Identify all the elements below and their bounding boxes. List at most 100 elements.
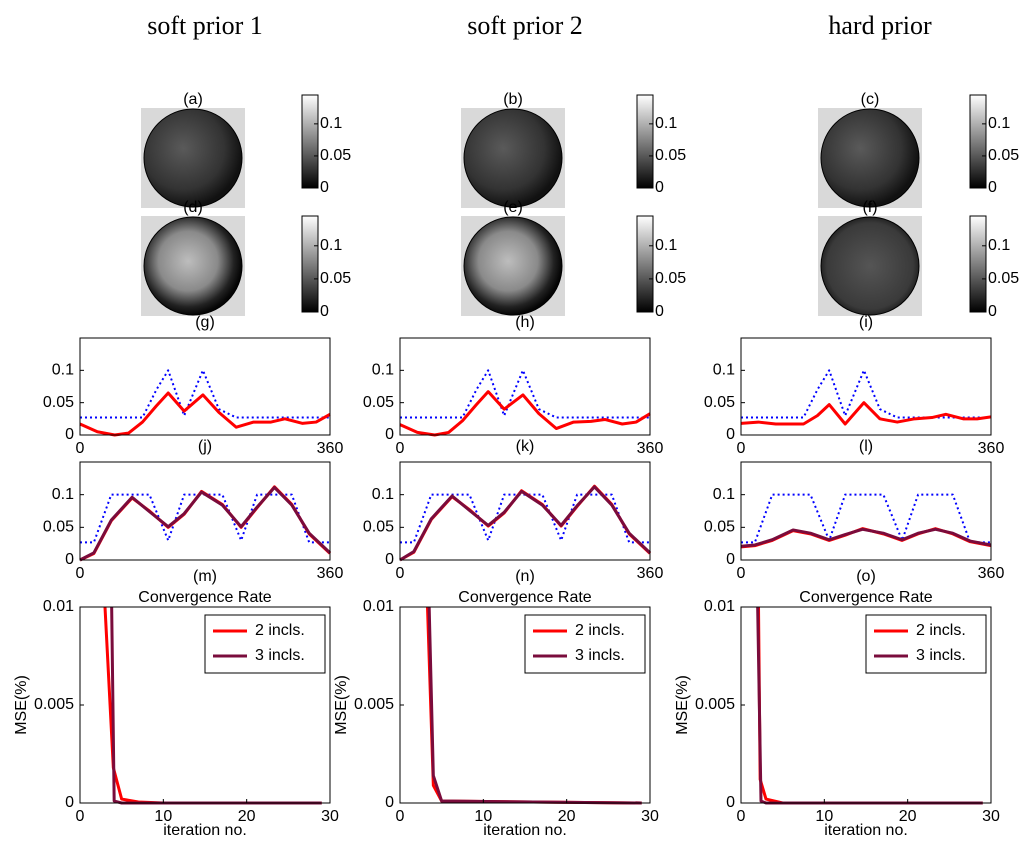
y-tick-label: 0.05	[704, 394, 735, 411]
colorbar	[636, 94, 654, 189]
chart-title: Convergence Rate	[458, 589, 592, 606]
series-line	[741, 493, 991, 544]
image	[820, 216, 920, 316]
plot-area	[80, 462, 330, 560]
series-line	[79, 485, 332, 562]
series-line	[79, 391, 331, 437]
x-tick-label: 360	[317, 440, 344, 457]
plot-area	[741, 338, 991, 435]
y-tick-label: 0.1	[52, 362, 74, 379]
colorbar	[969, 215, 987, 313]
colorbar-tick-label: 0.1	[655, 237, 677, 254]
axes-box	[399, 337, 651, 436]
x-tick-label: 20	[899, 808, 917, 825]
panel-label: (g)	[195, 314, 215, 331]
y-tick-label: 0.01	[43, 598, 74, 615]
series-line	[740, 401, 992, 426]
x-tick-label: 360	[978, 440, 1005, 457]
panel-label: (c)	[861, 91, 880, 108]
colorbar	[636, 215, 654, 313]
axes-box	[79, 461, 331, 561]
x-tick-label: 10	[815, 808, 833, 825]
y-tick-label: 0	[385, 426, 394, 443]
colorbar-tick-label: 0	[988, 179, 997, 196]
panel-label: (i)	[859, 314, 873, 331]
x-tick-label: 0	[737, 440, 746, 457]
series-line	[399, 485, 652, 562]
y-tick-label: 0.05	[363, 394, 394, 411]
colorbar-tick-label: 0.05	[655, 270, 686, 287]
y-tick-label: 0.1	[372, 486, 394, 503]
plot-area	[741, 462, 991, 560]
colorbar	[301, 215, 319, 313]
y-tick-label: 0.005	[695, 696, 735, 713]
series-line	[400, 493, 650, 544]
x-tick-label: 20	[558, 808, 576, 825]
colorbar-tick-label: 0	[988, 303, 997, 320]
panel-label: (d)	[183, 199, 203, 216]
legend-label: 3 incls.	[916, 647, 966, 664]
colorbar-tick-label: 0	[320, 303, 329, 320]
panel-label: (h)	[515, 314, 535, 331]
y-tick-label: 0	[726, 551, 735, 568]
chart-title: Convergence Rate	[799, 589, 933, 606]
image	[820, 108, 920, 208]
y-tick-label: 0.1	[52, 486, 74, 503]
x-tick-label: 0	[737, 808, 746, 825]
colorbar-tick-label: 0.05	[988, 270, 1019, 287]
series-line	[399, 390, 651, 437]
y-tick-label: 0	[726, 794, 735, 811]
y-tick-label: 0.05	[363, 519, 394, 536]
legend-label: 2 incls.	[916, 622, 966, 639]
y-tick-label: 0.1	[713, 486, 735, 503]
x-tick-label: 0	[396, 808, 405, 825]
image	[463, 108, 563, 208]
x-tick-label: 0	[737, 565, 746, 582]
legend-box	[865, 614, 987, 674]
x-tick-label: 0	[396, 565, 405, 582]
panel-label: (k)	[516, 438, 535, 455]
y-tick-label: 0.05	[43, 519, 74, 536]
y-axis-label: MSE(%)	[674, 675, 691, 735]
y-tick-label: 0	[65, 426, 74, 443]
chart-title: Convergence Rate	[138, 589, 272, 606]
x-axis-label: iteration no.	[483, 822, 567, 839]
y-tick-label: 0.05	[43, 394, 74, 411]
colorbar-tick-label: 0.1	[320, 115, 342, 132]
panel-label: (b)	[503, 91, 523, 108]
y-tick-label: 0	[65, 551, 74, 568]
x-tick-label: 0	[76, 808, 85, 825]
colorbar-tick-label: 0.05	[655, 147, 686, 164]
panel-label: (o)	[856, 568, 876, 585]
panel-label: (n)	[515, 568, 535, 585]
x-tick-label: 360	[978, 565, 1005, 582]
x-tick-label: 10	[474, 808, 492, 825]
panel-label: (e)	[503, 199, 523, 216]
x-tick-label: 30	[321, 808, 339, 825]
column-title: hard prior	[828, 11, 932, 40]
y-tick-label: 0.01	[363, 598, 394, 615]
x-tick-label: 30	[982, 808, 1000, 825]
axes-box	[740, 337, 992, 436]
panel-label: (m)	[193, 568, 217, 585]
x-tick-label: 360	[317, 565, 344, 582]
legend-label: 2 incls.	[255, 622, 305, 639]
colorbar-tick-label: 0.1	[988, 237, 1010, 254]
panel-label: (l)	[859, 438, 873, 455]
column-title: soft prior 1	[147, 11, 263, 40]
y-tick-label: 0.005	[34, 696, 74, 713]
colorbar-tick-label: 0	[655, 303, 664, 320]
colorbar-tick-label: 0.1	[988, 115, 1010, 132]
colorbar-tick-label: 0.05	[320, 147, 351, 164]
column-title: soft prior 2	[467, 11, 583, 40]
y-tick-label: 0.01	[704, 598, 735, 615]
series-line	[80, 493, 330, 544]
legend-label: 3 incls.	[575, 647, 625, 664]
colorbar-tick-label: 0.05	[988, 147, 1019, 164]
colorbar-tick-label: 0	[320, 179, 329, 196]
x-tick-label: 0	[76, 440, 85, 457]
image	[143, 216, 243, 316]
colorbar-tick-label: 0.1	[320, 237, 342, 254]
series-line	[740, 527, 992, 548]
axes-box	[79, 337, 331, 436]
